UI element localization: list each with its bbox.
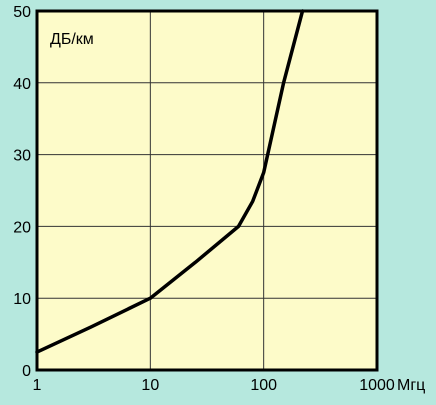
y-tick-label: 0	[22, 363, 31, 380]
plot-area	[37, 11, 377, 370]
plot-frame	[35, 9, 379, 372]
y-tick-label: 10	[13, 291, 31, 308]
y-tick-label: 50	[13, 4, 31, 21]
x-tick-label: 1	[33, 377, 42, 394]
x-tick-label: 10	[141, 377, 159, 394]
x-axis-label: Мгц	[397, 377, 425, 394]
x-tick-label: 1000	[359, 377, 395, 394]
x-tick-label: 100	[250, 377, 277, 394]
tick-labels: 0 10 20 30 40 50 1 10 100 1000	[13, 4, 395, 394]
y-tick-label: 20	[13, 219, 31, 236]
y-axis-label: ДБ/км	[50, 31, 94, 48]
y-tick-label: 30	[13, 148, 31, 165]
series-line	[35, 9, 305, 354]
grid-lines	[37, 11, 377, 370]
y-tick-label: 40	[13, 76, 31, 93]
